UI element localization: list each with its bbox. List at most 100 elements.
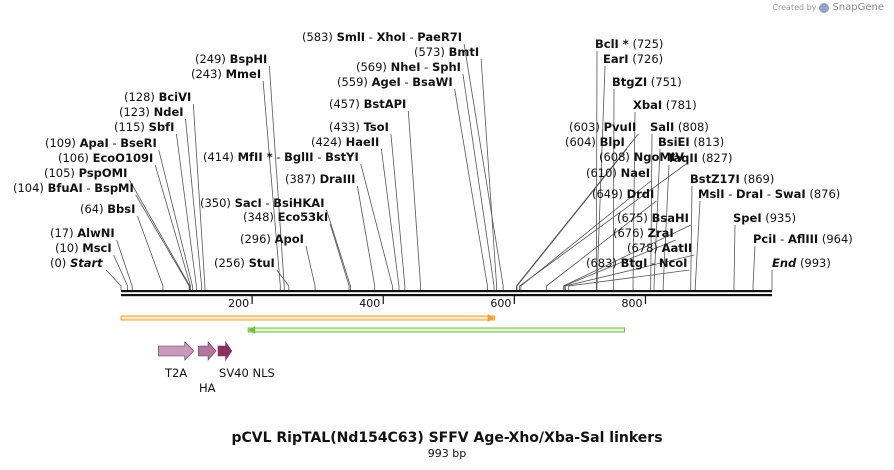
site-573-leader-line	[480, 58, 498, 290]
enzyme-zrai[interactable]: ZraI	[648, 226, 674, 240]
enzyme-aatii[interactable]: AatII	[662, 241, 693, 255]
separator: -	[273, 150, 284, 164]
site-683-position: (683)	[586, 256, 617, 270]
sequence-backbone	[121, 290, 772, 297]
orf-arrows	[120, 314, 625, 334]
site-559-label: (559) AgeI - BsaWI	[337, 75, 453, 89]
site-827-label: TaqII (827)	[667, 151, 733, 165]
enzyme-bbsi[interactable]: BbsI	[107, 202, 135, 216]
orf-1-body[interactable]	[120, 315, 496, 321]
enzyme-nhei[interactable]: NheI	[391, 60, 421, 74]
site-726-label: EarI (726)	[603, 52, 663, 66]
enzyme-bstyi[interactable]: BstYI	[325, 150, 359, 164]
site-993-position: (993)	[800, 256, 831, 270]
enzyme-ncoi[interactable]: NcoI	[659, 256, 688, 270]
orf-2-arrowhead[interactable]	[248, 326, 256, 334]
enzyme-bcivi[interactable]: BciVI	[159, 90, 192, 104]
site-604-label: (604) BlpI	[565, 135, 625, 149]
enzyme-spei[interactable]: SpeI	[733, 211, 762, 225]
enzyme-sphi[interactable]: SphI	[432, 60, 461, 74]
enzyme-ndei[interactable]: NdeI	[154, 105, 184, 119]
enzyme-bsihkai[interactable]: BsiHKAI	[273, 196, 324, 210]
site-64-position: (64)	[80, 202, 104, 216]
site-424-leader-line	[380, 148, 400, 290]
enzyme-agei[interactable]: AgeI	[372, 75, 401, 89]
enzyme-paer7i[interactable]: PaeR7I	[417, 30, 462, 44]
enzyme-naei[interactable]: NaeI	[621, 166, 650, 180]
enzyme-bstapi[interactable]: BstAPI	[364, 97, 407, 111]
site-106-position: (106)	[58, 151, 89, 165]
enzyme-apai[interactable]: ApaI	[80, 136, 109, 150]
enzyme-start[interactable]: Start	[70, 256, 103, 270]
site-115-leader-line	[175, 133, 197, 290]
enzyme-sali[interactable]: SalI	[650, 120, 674, 134]
enzyme-pvuii[interactable]: PvuII	[604, 120, 637, 134]
enzyme-haeii[interactable]: HaeII	[346, 135, 380, 149]
enzyme-taqii[interactable]: TaqII	[667, 151, 698, 165]
enzyme-msli[interactable]: MslI	[698, 187, 725, 201]
enzyme-bsiei[interactable]: BsiEI	[658, 135, 690, 149]
site-424-position: (424)	[311, 135, 342, 149]
map-length: 993 bp	[427, 447, 467, 460]
site-387-leader-line	[357, 185, 376, 290]
enzyme-sbfi[interactable]: SbfI	[149, 120, 175, 134]
enzyme-bmti[interactable]: BmtI	[449, 45, 480, 59]
enzyme-bseri[interactable]: BseRI	[120, 136, 157, 150]
site-105-leader-line	[129, 179, 191, 290]
enzyme-ecoo109i[interactable]: EcoO109I	[93, 151, 154, 165]
site-827-leader-line	[662, 164, 670, 290]
enzyme-xhoi[interactable]: XhoI	[377, 30, 406, 44]
enzyme-bsawi[interactable]: BsaWI	[412, 75, 452, 89]
backbone-top-strand	[121, 290, 772, 293]
enzyme-pspomi[interactable]: PspOMI	[79, 166, 128, 180]
site-583-position: (583)	[302, 30, 333, 44]
enzyme-tsoi[interactable]: TsoI	[364, 120, 389, 134]
enzyme-draiii[interactable]: DraIII	[320, 172, 356, 186]
enzyme-drdi[interactable]: DrdI	[627, 187, 655, 201]
enzyme-bstz17i[interactable]: BstZ17I	[690, 172, 740, 186]
enzyme-eari[interactable]: EarI	[603, 52, 629, 66]
site-17-label: (17) AlwNI	[50, 226, 115, 240]
enzyme-mmei[interactable]: MmeI	[226, 67, 262, 81]
enzyme-bcli[interactable]: BclI *	[595, 37, 629, 51]
orf-1-arrowhead[interactable]	[487, 314, 495, 322]
enzyme-bsahi[interactable]: BsaHI	[652, 211, 689, 225]
enzyme-bglii[interactable]: BglII	[284, 150, 314, 164]
site-350-leader-line	[326, 209, 351, 290]
enzyme-btgi[interactable]: BtgI	[621, 256, 648, 270]
enzyme-smli[interactable]: SmlI	[337, 30, 366, 44]
enzyme-ngomiv[interactable]: NgoMIV	[634, 150, 684, 164]
enzyme-alwni[interactable]: AlwNI	[77, 226, 114, 240]
enzyme-bspmi[interactable]: BspMI	[94, 181, 134, 195]
site-583-label: (583) SmlI - XhoI - PaeR7I	[302, 30, 462, 44]
enzyme-drai[interactable]: DraI	[736, 187, 763, 201]
site-813-position: (813)	[693, 135, 724, 149]
site-935-position: (935)	[765, 211, 796, 225]
enzyme-pcii[interactable]: PciI	[753, 232, 776, 246]
enzyme-stui[interactable]: StuI	[249, 256, 275, 270]
site-678-leader-line	[565, 254, 695, 290]
site-10-position: (10)	[55, 241, 79, 255]
enzyme-eco53ki[interactable]: Eco53kI	[278, 210, 329, 224]
site-104-leader-line	[135, 194, 190, 290]
feature-sv40-nls-arrow[interactable]	[217, 341, 233, 361]
site-64-leader-line	[137, 215, 164, 290]
enzyme-blpi[interactable]: BlpI	[600, 135, 625, 149]
enzyme-msci[interactable]: MscI	[82, 241, 111, 255]
feature-t2a-arrow[interactable]	[158, 341, 195, 361]
site-935-leader-line	[733, 224, 736, 290]
enzyme-bsphi[interactable]: BspHI	[230, 52, 268, 66]
enzyme-saci[interactable]: SacI	[235, 196, 262, 210]
orf-2-body[interactable]	[247, 327, 625, 333]
enzyme-btgzi[interactable]: BtgZI	[612, 75, 647, 89]
site-649-leader-line	[546, 200, 657, 290]
enzyme-swai[interactable]: SwaI	[775, 187, 806, 201]
enzyme-apoi[interactable]: ApoI	[275, 232, 304, 246]
feature-ha-arrow[interactable]	[198, 341, 217, 361]
enzyme-xbai[interactable]: XbaI	[633, 98, 662, 112]
enzyme-bfuai[interactable]: BfuAI	[48, 181, 83, 195]
enzyme-end[interactable]: End	[772, 256, 797, 270]
enzyme-afliii[interactable]: AflIII	[788, 232, 818, 246]
enzyme-mfii[interactable]: MfII *	[238, 150, 273, 164]
separator: -	[763, 187, 774, 201]
